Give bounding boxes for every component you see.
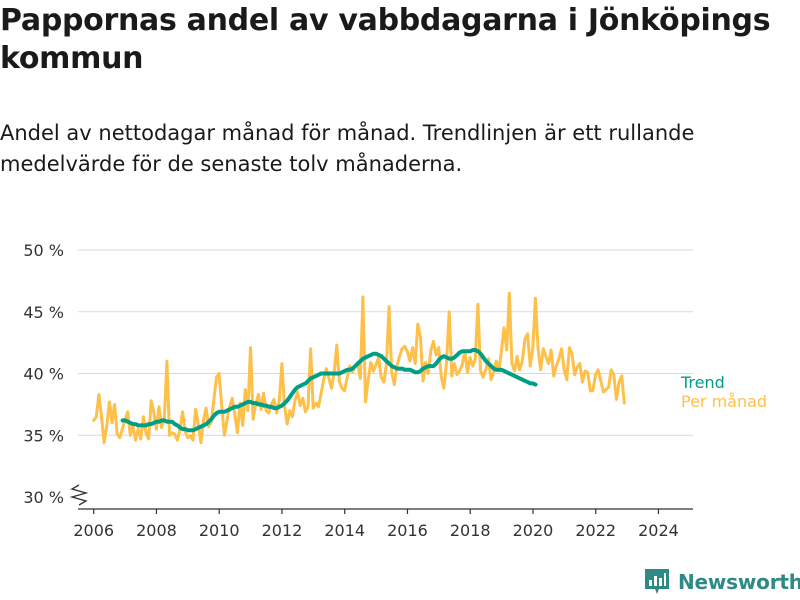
y-tick-label: 45 %	[23, 303, 64, 322]
x-tick-label: 2018	[450, 521, 491, 540]
y-axis-tick-labels: 30 % 35 % 40 % 45 % 50 %	[23, 241, 64, 507]
x-tick-label: 2014	[324, 521, 365, 540]
series-line-per-manad	[92, 291, 626, 445]
x-tick-label: 2012	[262, 521, 303, 540]
x-tick-label: 2008	[136, 521, 177, 540]
axis-break-icon	[69, 484, 89, 506]
y-tick-label: 30 %	[23, 488, 64, 507]
series-line-trend	[120, 348, 538, 433]
x-tick-label: 2022	[575, 521, 616, 540]
chart-subtitle: Andel av nettodagar månad för månad. Tre…	[0, 121, 695, 176]
x-axis-ticks: 2006 2008 2010 2012 2014 2016 2018 2020 2022 2024	[73, 509, 679, 540]
y-tick-label: 50 %	[23, 241, 64, 260]
newsworthy-logo-icon	[645, 569, 669, 594]
x-tick-label: 2024	[638, 521, 679, 540]
x-tick-label: 2020	[513, 521, 554, 540]
series-label-trend: Trend	[680, 373, 725, 392]
series-label-per-manad: Per månad	[681, 392, 767, 411]
y-tick-label: 40 %	[23, 365, 64, 384]
y-tick-label: 35 %	[23, 426, 64, 445]
x-tick-label: 2006	[73, 521, 114, 540]
x-tick-label: 2010	[199, 521, 240, 540]
x-tick-label: 2016	[387, 521, 428, 540]
brand-name: Newsworthy	[678, 570, 800, 594]
grid-lines	[78, 249, 693, 436]
chart-title: Pappornas andel av vabbdagarna i Jönköpi…	[0, 3, 771, 76]
newsworthy-logo: Newsworthy	[644, 568, 800, 596]
